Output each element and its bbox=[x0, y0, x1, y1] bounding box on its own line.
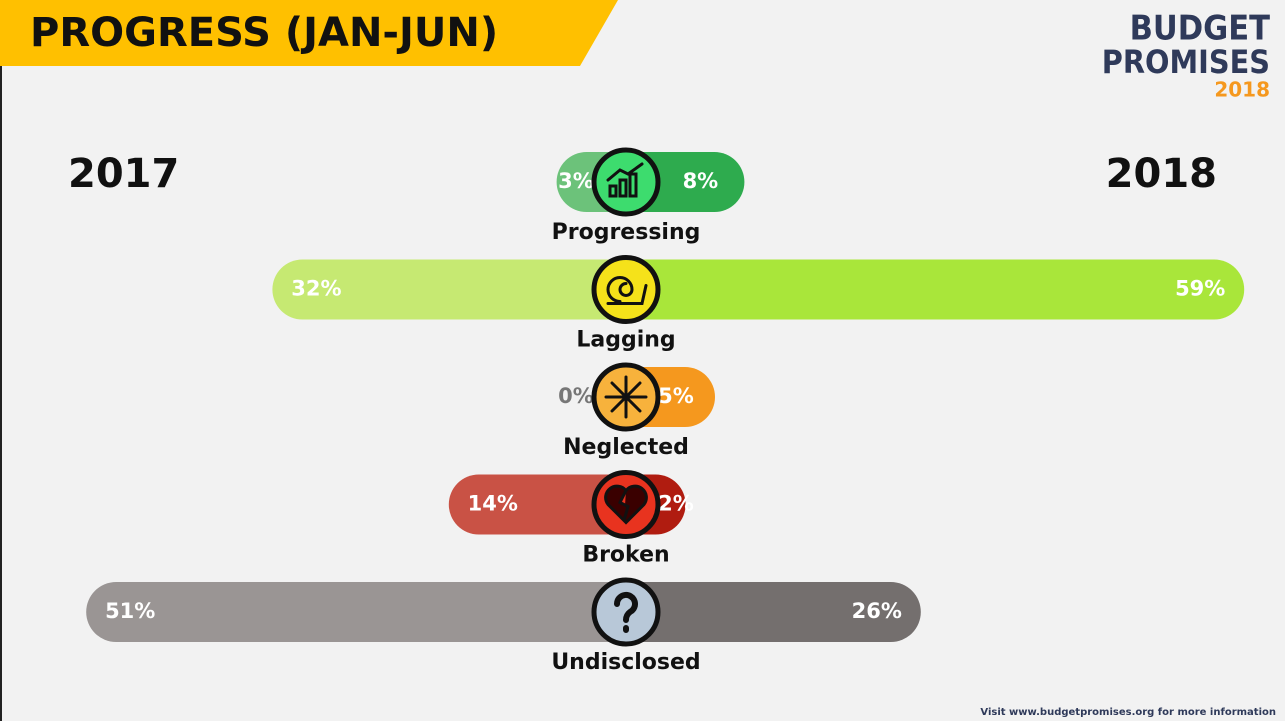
icon-glyph bbox=[604, 484, 648, 525]
icon-glyph bbox=[604, 375, 648, 419]
bar bbox=[596, 582, 921, 642]
icon bbox=[591, 255, 661, 324]
value-label: 32% bbox=[291, 277, 341, 301]
category-label: Neglected bbox=[563, 435, 689, 460]
category-label: Undisclosed bbox=[551, 650, 700, 675]
title-banner bbox=[0, 0, 618, 66]
footer: Visit www.budgetpromises.org for more in… bbox=[980, 707, 1276, 718]
bar bbox=[596, 259, 1245, 320]
legend-label: 2018 bbox=[1106, 151, 1217, 197]
value-label: 2% bbox=[658, 492, 694, 516]
category-label: Broken bbox=[582, 543, 669, 568]
value-label: 14% bbox=[468, 492, 518, 516]
value-label: 0% bbox=[558, 384, 594, 408]
category-label: Progressing bbox=[552, 220, 701, 245]
logo-year: 2018 bbox=[1214, 78, 1270, 102]
logo-line: BUDGET bbox=[1130, 9, 1271, 49]
icon-glyph bbox=[606, 162, 644, 198]
bar bbox=[86, 582, 656, 642]
logo-line: PROMISES bbox=[1102, 43, 1270, 81]
value-label: 3% bbox=[558, 169, 594, 193]
chart-title: PROGRESS (JAN-JUN) bbox=[30, 10, 498, 56]
value-label: 59% bbox=[1175, 277, 1225, 301]
icon-glyph bbox=[613, 591, 638, 633]
icon-glyph bbox=[606, 276, 648, 305]
legend-label: 2017 bbox=[68, 151, 179, 197]
bar bbox=[272, 259, 656, 320]
value-label: 26% bbox=[852, 599, 902, 623]
value-label: 5% bbox=[658, 384, 694, 408]
category-label: Lagging bbox=[576, 328, 675, 353]
value-label: 8% bbox=[683, 169, 719, 193]
value-label: 51% bbox=[105, 599, 155, 623]
